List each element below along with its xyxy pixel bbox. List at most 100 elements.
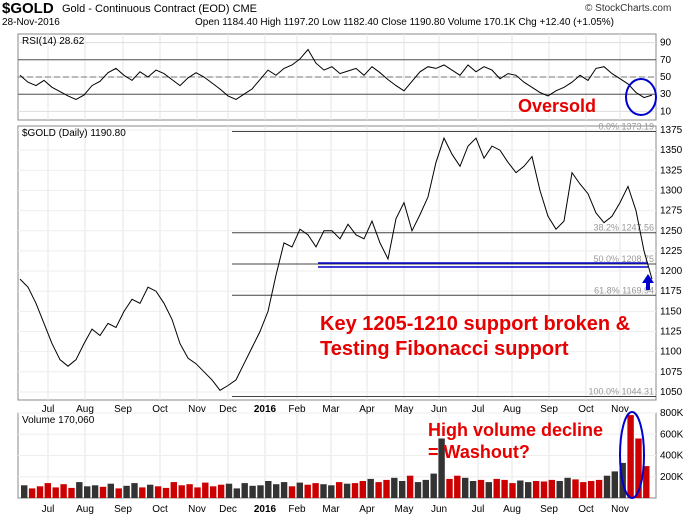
volume-bar: [548, 479, 555, 498]
volume-label: Volume 170,060: [22, 415, 95, 426]
x-axis-label: Nov: [188, 404, 206, 415]
volume-bar: [493, 478, 500, 498]
volume-bar: [391, 477, 398, 498]
volume-bar: [422, 479, 429, 498]
volume-bar: [328, 485, 335, 499]
volume-bar: [107, 483, 114, 498]
volume-annotation: High volume decline = Washout?: [428, 420, 604, 462]
x-axis-label: Aug: [503, 404, 521, 415]
fib-label: 61.8% 1169.94: [594, 285, 654, 295]
volume-bar: [233, 488, 240, 498]
price-tick-label: 1375: [660, 125, 683, 136]
volume-bar: [202, 482, 209, 498]
price-tick-label: 1175: [660, 286, 682, 297]
rsi-tick-label: 50: [660, 72, 672, 83]
volume-bar: [28, 488, 36, 498]
volume-bar: [525, 482, 532, 498]
x-axis-label: Jul: [472, 404, 485, 415]
price-tick-label: 1325: [660, 165, 683, 176]
oversold-annotation: Oversold: [518, 96, 597, 116]
price-tick-label: 1075: [660, 367, 683, 378]
volume-bar: [225, 483, 233, 498]
volume-bar: [131, 483, 138, 498]
volume-bar: [186, 484, 193, 498]
volume-bar: [343, 483, 351, 498]
x-axis-label: Oct: [578, 404, 594, 415]
x-axis-label: Feb: [288, 504, 306, 515]
x-axis-label: 2016: [254, 404, 277, 415]
volume-bar: [462, 477, 469, 498]
volume-tick-label: 800K: [660, 408, 684, 419]
volume-bar: [595, 479, 603, 498]
rsi-line: [19, 48, 653, 100]
volume-bar: [572, 479, 579, 498]
volume-bar: [446, 478, 453, 498]
volume-bar: [139, 487, 146, 498]
volume-bar: [635, 438, 642, 498]
x-axis-label: Jul: [472, 504, 485, 515]
rsi-tick-label: 90: [660, 38, 672, 49]
volume-bar: [517, 480, 524, 498]
x-axis-label: Oct: [152, 404, 168, 415]
fib-label: 38.2% 1247.56: [593, 223, 654, 233]
volume-bar: [477, 479, 485, 498]
volume-bar: [375, 482, 382, 498]
volume-bar: [351, 483, 359, 498]
x-axis-label: Oct: [152, 504, 168, 515]
volume-bar: [257, 485, 264, 499]
x-axis-label: Jun: [431, 404, 447, 415]
volume-bar: [265, 481, 272, 498]
x-axis-label: Jul: [42, 404, 55, 415]
volume-bar: [414, 482, 422, 498]
volume-bar: [580, 482, 587, 498]
volume-bar: [217, 484, 225, 498]
fib-label: 50.0% 1208.75: [593, 254, 654, 264]
volume-bar: [336, 482, 343, 498]
x-axis-label: Apr: [359, 404, 375, 415]
volume-bar: [438, 438, 445, 498]
volume-bar: [532, 481, 540, 498]
volume-bar: [154, 486, 162, 498]
x-axis-label: Sep: [114, 404, 132, 415]
volume-bar: [643, 466, 650, 498]
volume-bar: [367, 478, 374, 498]
volume-bar: [280, 482, 288, 498]
ohlc-summary: Open 1184.40 High 1197.20 Low 1182.40 Cl…: [195, 17, 615, 28]
oversold-circle: [625, 78, 657, 116]
volume-bar: [469, 481, 477, 498]
price-tick-label: 1225: [660, 246, 683, 257]
volume-tick-label: 200K: [660, 472, 684, 483]
volume-bar: [564, 477, 571, 498]
volume-bar: [312, 483, 319, 498]
price-label: $GOLD (Daily) 1190.80: [22, 128, 126, 139]
rsi-tick-label: 10: [660, 106, 672, 117]
volume-bar: [611, 471, 618, 498]
price-tick-label: 1100: [660, 347, 682, 358]
price-tick-label: 1125: [660, 327, 682, 338]
volume-bar: [509, 483, 516, 498]
x-axis-label: 2016: [254, 504, 277, 515]
x-axis-label: Jul: [42, 504, 55, 515]
support-annotation: Key 1205-1210 support broken & Testing F…: [320, 313, 631, 360]
volume-tick-label: 400K: [660, 451, 684, 462]
price-tick-label: 1050: [660, 387, 683, 398]
x-axis-label: Feb: [288, 404, 306, 415]
x-axis-label: Aug: [76, 404, 94, 415]
volume-bar: [288, 486, 296, 498]
volume-bar: [91, 485, 99, 499]
up-arrow: [642, 274, 654, 290]
volume-bar: [84, 486, 91, 498]
x-axis-label: Nov: [611, 404, 629, 415]
x-axis-label: Nov: [188, 504, 206, 515]
volume-bar: [540, 481, 548, 498]
contract-name: Gold - Continuous Contract (EOD) CME: [62, 3, 258, 15]
volume-bar: [627, 415, 634, 498]
volume-bar: [52, 487, 59, 498]
price-tick-label: 1300: [660, 185, 683, 196]
fib-label: 0.0% 1373.19: [598, 121, 654, 131]
volume-circle: [619, 411, 645, 499]
volume-bar: [44, 483, 51, 498]
price-tick-label: 1250: [660, 226, 683, 237]
volume-bar: [123, 485, 130, 498]
volume-bar: [485, 482, 492, 498]
